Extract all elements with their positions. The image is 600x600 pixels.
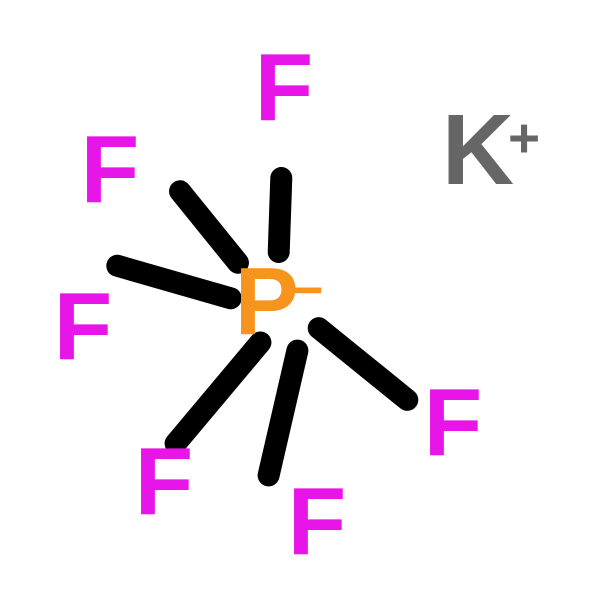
fluorine-atom-3: F	[288, 474, 345, 570]
potassium-label: K	[442, 94, 512, 206]
fluorine-atom-1: F	[255, 40, 312, 136]
potassium-atom: K+	[442, 100, 538, 200]
phosphorus-label: P	[235, 248, 297, 355]
fluorine-atom-4: F	[135, 434, 192, 530]
potassium-charge: +	[508, 107, 538, 169]
phosphorus-charge: −	[293, 261, 322, 320]
phosphorus-atom: P−	[235, 254, 322, 350]
chemical-structure-diagram: P− K+ F F F F F F	[0, 0, 600, 600]
fluorine-atom-2: F	[424, 375, 481, 471]
fluorine-atom-5: F	[54, 279, 111, 375]
fluorine-atom-6: F	[81, 122, 138, 218]
bond-3	[255, 337, 310, 488]
